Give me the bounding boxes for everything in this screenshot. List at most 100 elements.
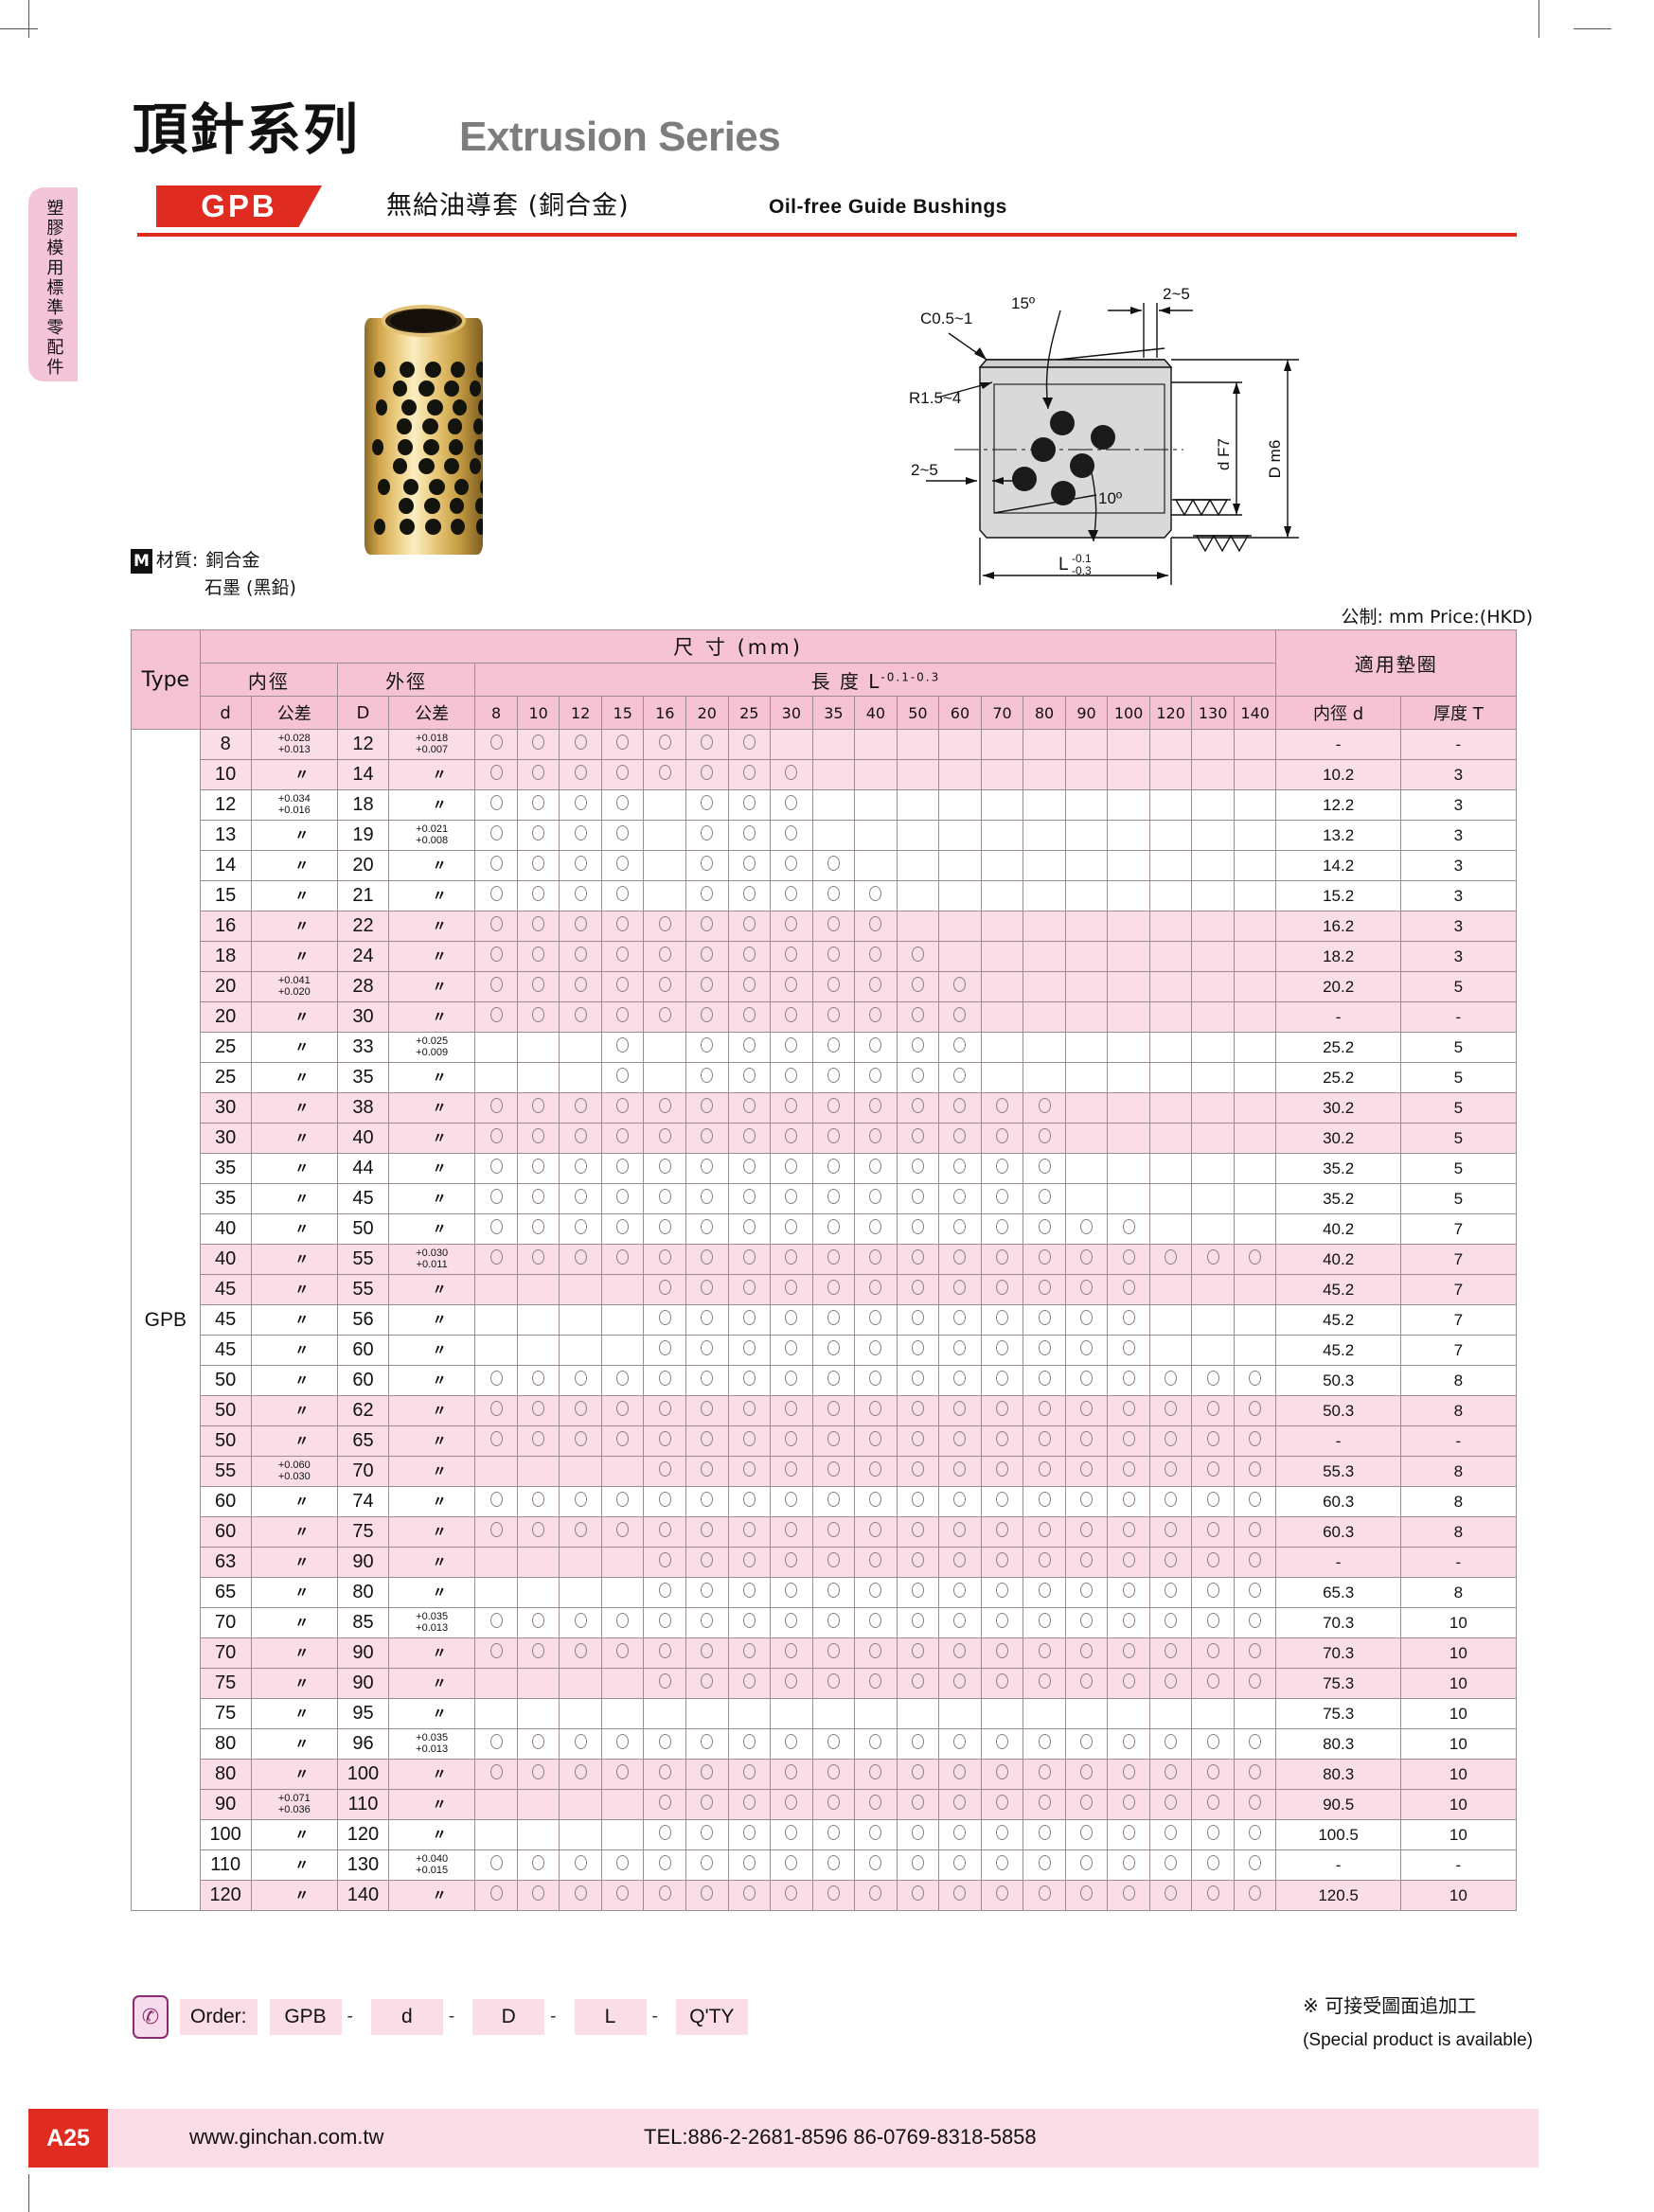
cell-length-130	[1191, 1001, 1235, 1033]
cell-length-30	[770, 1032, 813, 1063]
cell-length-8	[474, 729, 518, 760]
cell-length-40	[854, 1153, 898, 1184]
cell-length-12	[559, 1274, 602, 1305]
cell-washer-inner-diameter: 50.3	[1275, 1365, 1401, 1396]
cell-length-140	[1233, 1213, 1277, 1245]
availability-circle-icon	[1122, 1522, 1135, 1537]
cell-length-16	[643, 941, 687, 972]
availability-circle-icon	[532, 1643, 545, 1658]
availability-circle-icon	[869, 1037, 882, 1053]
availability-circle-icon	[574, 1189, 587, 1204]
cell-outer-diameter: 33	[337, 1032, 389, 1063]
availability-circle-icon	[616, 825, 630, 841]
graphite-plug-dot	[451, 519, 466, 535]
availability-circle-icon	[742, 1007, 756, 1022]
cell-inner-diameter: 45	[199, 1335, 252, 1366]
availability-circle-icon	[742, 1492, 756, 1507]
availability-circle-icon	[996, 1613, 1008, 1628]
cell-length-140	[1233, 1789, 1277, 1820]
cell-outer-tolerance: +0.035 +0.013	[387, 1607, 476, 1638]
cell-length-16	[643, 1547, 687, 1578]
cell-inner-tolerance: 〃	[250, 1668, 339, 1699]
availability-circle-icon	[785, 1461, 798, 1477]
cell-length-140	[1233, 1577, 1277, 1608]
availability-circle-icon	[953, 1280, 967, 1295]
cell-length-8	[474, 1516, 518, 1548]
availability-circle-icon	[869, 1643, 882, 1658]
cell-length-50	[896, 820, 940, 851]
cell-length-10	[516, 1062, 560, 1093]
tolerance-upper: +0.071	[277, 1792, 311, 1804]
cell-length-16	[643, 1213, 687, 1245]
cell-washer-inner-diameter: 12.2	[1275, 789, 1401, 821]
availability-circle-icon	[785, 825, 798, 841]
order-separator: -	[550, 2007, 557, 2026]
cell-length-90	[1064, 1395, 1109, 1426]
cell-length-130	[1191, 1153, 1235, 1184]
tolerance-lower: +0.016	[277, 804, 311, 816]
cell-length-20	[685, 971, 729, 1002]
ditto-mark: 〃	[294, 1765, 310, 1782]
cell-length-140	[1233, 1516, 1277, 1548]
order-separator: -	[347, 2007, 353, 2026]
cell-inner-tolerance: 〃	[250, 1304, 339, 1336]
availability-circle-icon	[616, 1855, 630, 1870]
cell-inner-tolerance: 〃	[250, 820, 339, 851]
footer-telephone: TEL:886-2-2681-8596 86-0769-8318-5858	[644, 2125, 1037, 2149]
availability-circle-icon	[701, 1583, 714, 1598]
ditto-mark: 〃	[432, 1523, 447, 1540]
availability-circle-icon	[785, 1795, 798, 1810]
availability-circle-icon	[1122, 1885, 1135, 1901]
cell-length-70	[980, 1395, 1024, 1426]
availability-circle-icon	[701, 1552, 714, 1567]
cell-length-50	[896, 880, 940, 911]
cell-length-140	[1233, 759, 1277, 790]
cell-length-120	[1148, 1728, 1193, 1760]
cell-outer-tolerance: 〃	[387, 1759, 476, 1790]
availability-circle-icon	[1080, 1492, 1094, 1507]
cell-length-140	[1233, 1365, 1277, 1396]
cell-length-70	[980, 911, 1024, 942]
availability-circle-icon	[1206, 1583, 1219, 1598]
cell-inner-diameter: 50	[199, 1395, 252, 1426]
crop-mark-top-left-h	[0, 28, 38, 29]
cell-length-12	[559, 1637, 602, 1669]
availability-circle-icon	[869, 1552, 882, 1567]
cell-length-8	[474, 911, 518, 942]
availability-circle-icon	[658, 1189, 671, 1204]
cell-washer-inner-diameter: -	[1275, 1849, 1401, 1881]
order-separator: -	[448, 2007, 455, 2026]
cell-washer-inner-diameter: 25.2	[1275, 1062, 1401, 1093]
cell-length-70	[980, 1607, 1024, 1638]
availability-circle-icon	[1249, 1795, 1262, 1810]
availability-circle-icon	[658, 947, 671, 962]
ditto-mark: 〃	[432, 1281, 447, 1298]
cell-length-15	[600, 1335, 645, 1366]
cell-outer-tolerance: 〃	[387, 1547, 476, 1578]
availability-circle-icon	[911, 1855, 924, 1870]
availability-circle-icon	[1165, 1885, 1178, 1901]
cell-length-80	[1023, 941, 1066, 972]
availability-circle-icon	[1249, 1613, 1262, 1628]
availability-circle-icon	[1206, 1643, 1219, 1658]
availability-circle-icon	[911, 1825, 924, 1840]
tolerance-lower: +0.013	[416, 1621, 449, 1634]
availability-circle-icon	[701, 825, 714, 841]
cell-length-120	[1148, 1759, 1193, 1790]
cell-length-25	[727, 1880, 772, 1911]
availability-circle-icon	[1122, 1219, 1135, 1234]
special-note-english: (Special product is available)	[1303, 2030, 1533, 2050]
availability-circle-icon	[701, 1189, 714, 1204]
cell-length-40	[854, 1759, 898, 1790]
header-length-50: 50	[896, 696, 940, 730]
availability-circle-icon	[911, 1068, 924, 1083]
graphite-plug-dot	[449, 439, 464, 455]
cell-length-25	[727, 789, 772, 821]
cell-length-40	[854, 1183, 898, 1214]
availability-circle-icon	[489, 1007, 503, 1022]
footer-website-url[interactable]: www.ginchan.com.tw	[189, 2125, 384, 2149]
tolerance-upper: +0.060	[277, 1459, 311, 1471]
availability-circle-icon	[701, 977, 714, 992]
availability-circle-icon	[742, 1825, 756, 1840]
cell-length-140	[1233, 1819, 1277, 1850]
